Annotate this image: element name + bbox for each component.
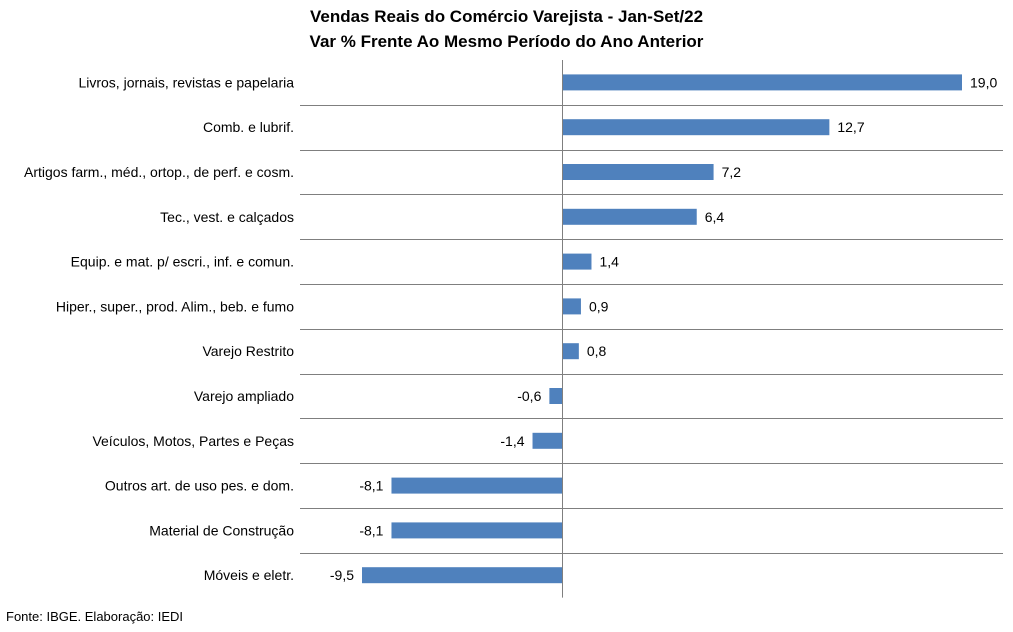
category-label: Material de Construção xyxy=(149,522,294,538)
data-label: -1,4 xyxy=(500,433,524,449)
bar xyxy=(532,432,562,449)
category-label: Hiper., super., prod. Alim., beb. e fumo xyxy=(56,298,294,314)
chart-subtitle: Var % Frente Ao Mesmo Período do Ano Ant… xyxy=(309,32,704,51)
data-label: 7,2 xyxy=(722,164,742,180)
bar xyxy=(549,388,562,404)
category-label: Veículos, Motos, Partes e Peças xyxy=(92,433,294,449)
bar xyxy=(391,477,562,494)
category-label: Livros, jornais, revistas e papelaria xyxy=(78,74,294,90)
category-label: Comb. e lubrif. xyxy=(203,119,294,135)
bar xyxy=(562,208,697,225)
data-label: -8,1 xyxy=(359,522,383,538)
category-label: Móveis e eletr. xyxy=(204,567,294,583)
chart-title: Vendas Reais do Comércio Varejista - Jan… xyxy=(309,7,704,26)
bar xyxy=(562,74,962,91)
data-label: -0,6 xyxy=(517,388,541,404)
category-label: Equip. e mat. p/ escri., inf. e comun. xyxy=(71,254,294,270)
category-label: Varejo ampliado xyxy=(194,388,294,404)
bar xyxy=(391,522,562,539)
bar xyxy=(362,567,562,584)
data-label: 0,8 xyxy=(587,343,607,359)
data-label: 1,4 xyxy=(599,254,619,270)
bar xyxy=(562,253,592,270)
bar xyxy=(562,343,579,360)
data-label: 0,9 xyxy=(589,298,609,314)
data-label: 19,0 xyxy=(970,74,997,90)
data-label: -8,1 xyxy=(359,478,383,494)
data-label: 6,4 xyxy=(705,209,725,225)
data-label: 12,7 xyxy=(837,119,864,135)
source-note: Fonte: IBGE. Elaboração: IEDI xyxy=(6,609,184,624)
bar xyxy=(562,119,830,136)
bar xyxy=(562,298,581,315)
data-label: -9,5 xyxy=(330,567,354,583)
category-label: Artigos farm., méd., ortop., de perf. e … xyxy=(24,164,294,180)
category-label: Varejo Restrito xyxy=(202,343,294,359)
bar xyxy=(562,164,714,180)
category-label: Tec., vest. e calçados xyxy=(160,209,294,225)
category-label: Outros art. de uso pes. e dom. xyxy=(105,478,294,494)
